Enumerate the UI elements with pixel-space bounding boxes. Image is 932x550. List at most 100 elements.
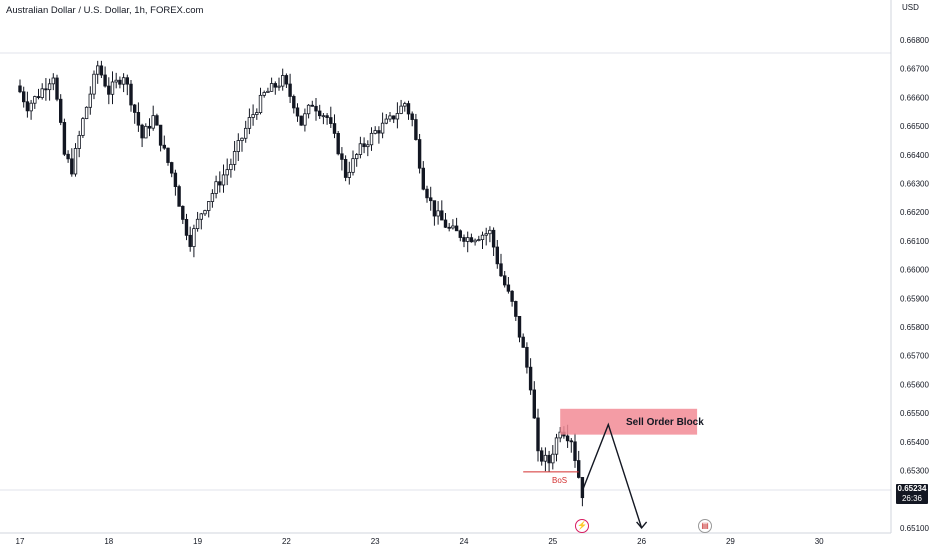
candle-bearish — [525, 346, 529, 368]
axis-currency-label[interactable]: USD — [902, 3, 919, 12]
x-tick-label: 19 — [193, 537, 202, 546]
x-tick-label: 30 — [815, 537, 824, 546]
candle-bullish — [347, 171, 351, 178]
candle-bearish — [425, 188, 429, 199]
candle-bullish — [480, 234, 485, 241]
candle-bullish — [47, 83, 52, 91]
candle-bullish — [380, 122, 385, 134]
symbol-title: Australian Dollar / U.S. Dollar, 1h, FOR… — [6, 5, 204, 16]
candle-bullish — [436, 210, 440, 217]
candle-bearish — [99, 65, 104, 76]
candle-bullish — [114, 79, 118, 83]
y-tick-label: 0.65800 — [900, 323, 929, 332]
x-tick-label: 22 — [282, 537, 291, 546]
candle-bearish — [188, 234, 192, 247]
candle-bearish — [532, 389, 536, 419]
candle-bearish — [343, 159, 348, 178]
candle-bearish — [132, 104, 137, 113]
candle-bearish — [169, 162, 174, 174]
x-tick-label: 25 — [548, 537, 557, 546]
candle-bearish — [325, 115, 329, 118]
candle-bullish — [451, 225, 455, 229]
candle-bullish — [399, 105, 403, 114]
candle-bullish — [96, 65, 100, 75]
candle-bearish — [528, 366, 533, 391]
candle-bearish — [510, 290, 514, 302]
y-tick-label: 0.65900 — [900, 294, 929, 303]
y-tick-label: 0.66500 — [900, 122, 929, 131]
candle-bearish — [181, 205, 185, 220]
candle-bearish — [502, 275, 507, 286]
candle-bullish — [84, 106, 89, 120]
candle-bearish — [317, 110, 322, 117]
candle-bullish — [465, 237, 470, 242]
candle-bearish — [162, 144, 166, 149]
candle-bearish — [414, 119, 418, 140]
candle-bearish — [547, 454, 551, 464]
candle-bearish — [314, 105, 318, 112]
candle-bearish — [536, 417, 540, 452]
lightning-event-icon[interactable]: ⚡ — [575, 519, 589, 533]
candle-bearish — [140, 124, 144, 139]
y-tick-label: 0.66600 — [900, 93, 929, 102]
candle-bearish — [521, 336, 525, 348]
candle-bullish — [384, 118, 388, 124]
candle-bearish — [18, 85, 22, 93]
candle-bearish — [447, 226, 451, 229]
candle-bullish — [29, 102, 33, 112]
candle-bearish — [273, 83, 277, 88]
bos-label: BoS — [552, 476, 568, 485]
candle-bullish — [554, 437, 559, 455]
candle-bullish — [477, 239, 481, 242]
candle-bullish — [144, 125, 148, 139]
candle-bullish — [221, 174, 226, 186]
y-tick-label: 0.65100 — [900, 524, 929, 533]
candle-bearish — [428, 197, 433, 202]
candle-bearish — [166, 147, 170, 163]
candle-bearish — [540, 450, 544, 462]
y-tick-label: 0.66400 — [900, 151, 929, 160]
candle-bearish — [469, 237, 474, 243]
candle-bearish — [44, 88, 48, 91]
candle-bullish — [484, 233, 488, 236]
candle-bearish — [514, 301, 518, 317]
candle-bullish — [151, 115, 155, 129]
sell-order-block-zone — [560, 408, 698, 435]
candle-bearish — [391, 115, 396, 120]
x-tick-label: 18 — [104, 537, 113, 546]
candle-bullish — [351, 158, 355, 173]
candle-bearish — [458, 230, 462, 238]
candle-bullish — [369, 132, 374, 146]
candle-bearish — [295, 107, 300, 117]
candle-bearish — [177, 186, 181, 207]
candle-bearish — [292, 96, 296, 109]
candle-bullish — [77, 135, 81, 149]
x-tick-label: 23 — [371, 537, 380, 546]
candle-bullish — [229, 163, 233, 171]
current-price-badge: 0.65234 26:36 — [896, 484, 928, 504]
candle-bullish — [232, 151, 237, 165]
candle-bearish — [577, 460, 581, 478]
y-tick-label: 0.66300 — [900, 180, 929, 189]
candle-bullish — [262, 92, 266, 96]
candle-bullish — [280, 75, 285, 87]
candle-bearish — [340, 153, 344, 160]
x-tick-label: 26 — [637, 537, 646, 546]
candle-bearish — [462, 237, 466, 242]
candle-bearish — [454, 225, 459, 232]
candle-bearish — [410, 113, 414, 120]
candle-bearish — [218, 181, 222, 186]
y-tick-label: 0.66200 — [900, 208, 929, 217]
candle-bearish — [173, 172, 178, 187]
candle-bearish — [421, 167, 425, 190]
y-tick-label: 0.66800 — [900, 36, 929, 45]
candle-bullish — [488, 229, 492, 235]
current-price-value: 0.65234 — [897, 484, 927, 493]
candle-bearish — [329, 117, 333, 124]
candle-bullish — [388, 115, 392, 120]
candle-bearish — [377, 130, 381, 134]
us-flag-event-icon[interactable]: ▤ — [698, 519, 712, 533]
candle-bullish — [236, 140, 240, 152]
